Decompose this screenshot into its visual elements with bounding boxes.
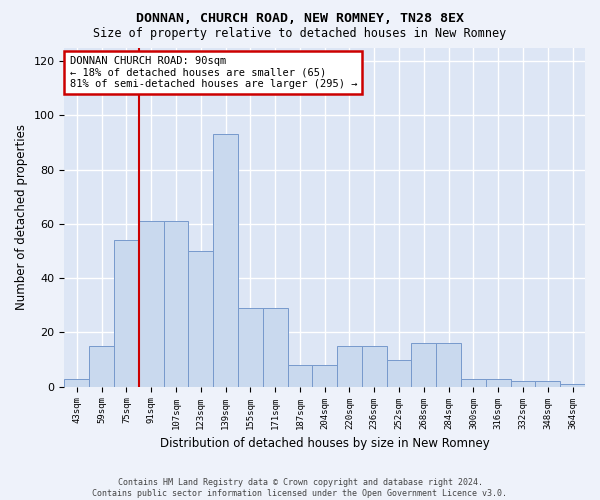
Bar [535, 382, 560, 386]
Bar [287, 365, 313, 386]
Bar [188, 251, 213, 386]
Bar [560, 384, 585, 386]
Bar [386, 360, 412, 386]
Bar [139, 221, 164, 386]
Bar [64, 378, 89, 386]
Bar [238, 308, 263, 386]
Y-axis label: Number of detached properties: Number of detached properties [15, 124, 28, 310]
Bar [313, 365, 337, 386]
Bar [213, 134, 238, 386]
Bar [461, 378, 486, 386]
Bar [362, 346, 386, 387]
Bar [114, 240, 139, 386]
Text: DONNAN, CHURCH ROAD, NEW ROMNEY, TN28 8EX: DONNAN, CHURCH ROAD, NEW ROMNEY, TN28 8E… [136, 12, 464, 26]
Bar [263, 308, 287, 386]
Bar [164, 221, 188, 386]
Bar [337, 346, 362, 387]
Text: Contains HM Land Registry data © Crown copyright and database right 2024.
Contai: Contains HM Land Registry data © Crown c… [92, 478, 508, 498]
X-axis label: Distribution of detached houses by size in New Romney: Distribution of detached houses by size … [160, 437, 490, 450]
Bar [436, 344, 461, 386]
Bar [89, 346, 114, 387]
Text: Size of property relative to detached houses in New Romney: Size of property relative to detached ho… [94, 28, 506, 40]
Bar [412, 344, 436, 386]
Text: DONNAN CHURCH ROAD: 90sqm
← 18% of detached houses are smaller (65)
81% of semi-: DONNAN CHURCH ROAD: 90sqm ← 18% of detac… [70, 56, 357, 89]
Bar [486, 378, 511, 386]
Bar [511, 382, 535, 386]
